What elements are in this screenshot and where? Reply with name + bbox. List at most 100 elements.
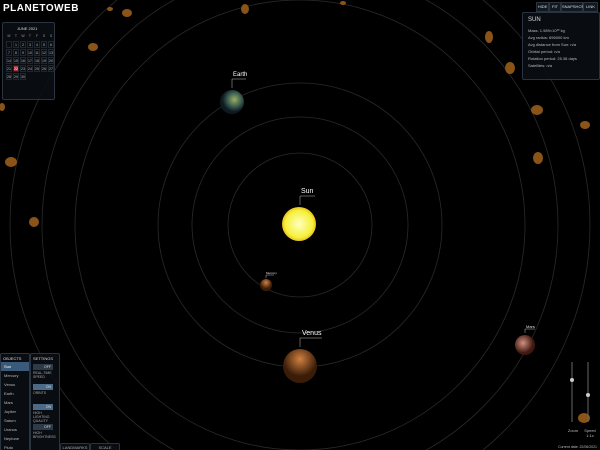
day-cell[interactable]: 17 <box>27 57 33 64</box>
setting-item: OFF REAL-TIME SPEED <box>31 364 59 382</box>
mercury-label: Mercury <box>266 271 277 275</box>
toggle[interactable]: OFF <box>33 424 53 430</box>
mars-label: Mars <box>526 324 535 329</box>
venus[interactable] <box>283 349 317 383</box>
day-cell[interactable]: 21 <box>6 65 12 72</box>
weekday: S <box>49 34 53 38</box>
current-date: Current date: 22/06/2021 <box>558 445 597 449</box>
day-cell[interactable]: 1 <box>13 41 19 48</box>
weekday: F <box>35 34 39 38</box>
day-cell <box>6 41 12 48</box>
day-cell[interactable]: 5 <box>41 41 47 48</box>
setting-label: HIGH LIGHTING QUALITY <box>33 411 50 423</box>
label-lines <box>231 78 535 347</box>
speed-handle[interactable] <box>586 393 590 397</box>
day-cell[interactable]: 24 <box>27 65 33 72</box>
day-cell[interactable]: 19 <box>41 57 47 64</box>
venus-label: Venus <box>302 330 322 337</box>
day-cell[interactable]: 25 <box>34 65 40 72</box>
toggle[interactable]: OFF <box>33 364 53 370</box>
day-cell[interactable]: 8 <box>13 49 19 56</box>
day-cell[interactable]: 27 <box>48 65 54 72</box>
day-cell[interactable]: 30 <box>20 73 26 80</box>
tab[interactable]: LANDMARKS <box>60 443 90 450</box>
object-item[interactable]: Sun <box>1 362 29 371</box>
object-item[interactable]: Uranus <box>4 427 17 432</box>
day-cell[interactable]: 22 <box>13 65 19 72</box>
settings-panel: SETTINGS OFF REAL-TIME SPEED ON ORBITS ON HIG… <box>30 353 60 450</box>
object-item[interactable]: Saturn <box>4 418 16 423</box>
calendar: JUNE 2021 M T W T F S S 1 2 3 4 5 6 7 8 9 10 11 12 13 14 15 16… <box>2 22 55 100</box>
day-cell[interactable]: 9 <box>20 49 26 56</box>
day-cell[interactable]: 20 <box>48 57 54 64</box>
objects-title: OBJECTS <box>3 356 22 361</box>
object-item[interactable]: Mercury <box>4 373 19 378</box>
weekday: W <box>21 34 25 38</box>
calendar-title: JUNE 2021 <box>17 26 38 31</box>
object-item[interactable]: Pluto <box>4 445 14 450</box>
objects-list: Sun Mercury Venus Earth Mars Jupiter Saturn Ura… <box>1 362 29 450</box>
day-cell[interactable]: 14 <box>6 57 12 64</box>
toolbar-button[interactable]: HIDE <box>536 2 549 12</box>
setting-item: OFF HIGH BRIGHTNESS <box>31 424 59 442</box>
day-cell[interactable]: 15 <box>13 57 19 64</box>
sun[interactable] <box>282 207 316 241</box>
day-cell[interactable]: 7 <box>6 49 12 56</box>
toolbar-button[interactable]: LINK <box>583 2 598 12</box>
app-title: PLANETOWEB <box>3 3 79 14</box>
day-cell[interactable]: 11 <box>34 49 40 56</box>
setting-item: ON HIGH LIGHTING QUALITY <box>31 404 59 423</box>
info-lines: Mass: 1.989×10³⁰ kg Avg radius: 696000 km… <box>528 28 577 70</box>
day-cell[interactable]: 12 <box>41 49 47 56</box>
info-line: Avg distance from Sun: n/a <box>528 42 576 47</box>
mars[interactable] <box>515 335 535 355</box>
day-cell[interactable]: 18 <box>34 57 40 64</box>
earth-label: Earth <box>233 72 247 78</box>
day-cell[interactable]: 26 <box>41 65 47 72</box>
toggle[interactable]: ON <box>33 404 53 410</box>
day-cell[interactable]: 6 <box>48 41 54 48</box>
settings-list: OFF REAL-TIME SPEED ON ORBITS ON HIGH LIGHTIN… <box>31 364 59 442</box>
earth[interactable] <box>220 90 244 114</box>
setting-label: REAL-TIME SPEED <box>33 371 52 379</box>
mercury[interactable] <box>260 279 272 291</box>
asteroids <box>0 1 590 423</box>
day-cell[interactable]: 13 <box>48 49 54 56</box>
day-cell[interactable]: 28 <box>6 73 12 80</box>
info-line: Rotation period: 25.38 days <box>528 56 577 61</box>
info-line: Orbital period: n/a <box>528 49 560 54</box>
weekday: T <box>14 34 18 38</box>
toolbar-button[interactable]: SNAPSHOT <box>561 2 584 12</box>
sun-label: Sun <box>301 188 314 195</box>
setting-item: ON ORBITS <box>31 384 59 402</box>
day-cell[interactable]: 23 <box>20 65 26 72</box>
day-cell[interactable]: 2 <box>20 41 26 48</box>
info-panel: SUN Mass: 1.989×10³⁰ kg Avg radius: 69600… <box>522 12 600 80</box>
object-item[interactable]: Mars <box>4 400 13 405</box>
tab[interactable]: SCALE <box>90 443 120 450</box>
slider-label: Speed 1:1x <box>584 428 596 438</box>
toolbar-button[interactable]: FIT <box>549 2 561 12</box>
day-cell[interactable]: 3 <box>27 41 33 48</box>
object-item[interactable]: Earth <box>4 391 14 396</box>
weekday: T <box>28 34 32 38</box>
object-item[interactable]: Neptune <box>4 436 20 441</box>
day-cell[interactable]: 10 <box>27 49 33 56</box>
info-line: Avg radius: 696000 km <box>528 35 569 40</box>
info-line: Mass: 1.989×10³⁰ kg <box>528 28 565 33</box>
object-item[interactable]: Jupiter <box>4 409 17 414</box>
toggle[interactable]: ON <box>33 384 53 390</box>
orbits <box>9 0 591 450</box>
object-item[interactable]: Venus <box>4 382 16 387</box>
day-cell[interactable]: 4 <box>34 41 40 48</box>
day-cell[interactable]: 29 <box>13 73 19 80</box>
settings-title: SETTINGS <box>33 356 54 361</box>
zoom-handle[interactable] <box>570 378 574 382</box>
setting-label: ORBITS <box>33 391 47 395</box>
info-line: Satellites: n/a <box>528 63 553 68</box>
weekday: M <box>7 34 11 38</box>
day-cell[interactable]: 16 <box>20 57 26 64</box>
slider-label: Zoom <box>567 428 579 433</box>
